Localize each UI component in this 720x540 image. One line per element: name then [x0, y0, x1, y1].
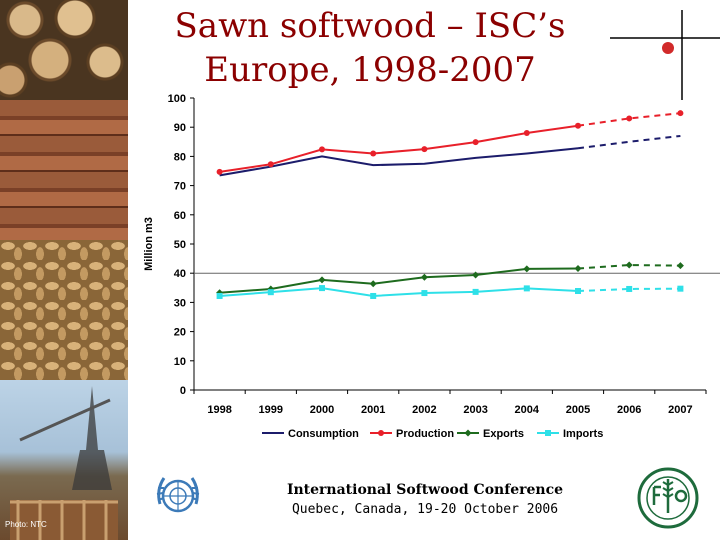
y-tick-label: 100 — [168, 93, 186, 105]
fao-emblem-icon — [635, 465, 701, 536]
y-tick-label: 70 — [174, 181, 186, 193]
y-tick-label: 60 — [174, 210, 186, 222]
y-tick-label: 90 — [174, 122, 186, 134]
data-point — [545, 430, 551, 436]
data-point — [677, 110, 684, 117]
data-point — [472, 271, 480, 279]
series-line — [219, 124, 579, 173]
y-tick-label: 80 — [174, 151, 186, 163]
data-point — [421, 146, 428, 153]
conference-location: Quebec, Canada, 19-20 October 2006 — [291, 502, 559, 517]
data-point — [267, 161, 274, 168]
log-pile-photo — [0, 0, 128, 100]
data-point — [575, 288, 581, 295]
data-point — [319, 146, 325, 153]
eiffel-tower-icon — [10, 386, 118, 540]
data-point — [421, 290, 428, 297]
wood-pellets-photo — [0, 240, 128, 380]
data-point — [267, 289, 274, 296]
legend-label: Production — [396, 428, 454, 440]
y-tick-label: 0 — [180, 385, 186, 397]
data-point — [370, 150, 377, 157]
data-point — [625, 261, 633, 269]
x-tick-label: 2004 — [515, 404, 540, 416]
un-emblem-icon — [150, 470, 206, 529]
y-tick-label: 30 — [174, 297, 186, 309]
data-point — [523, 130, 530, 137]
data-point — [676, 262, 684, 270]
y-tick-label: 20 — [174, 327, 186, 339]
data-point — [420, 273, 428, 281]
series-line — [219, 267, 579, 294]
data-point — [369, 280, 377, 288]
data-point — [216, 292, 223, 299]
data-point — [464, 429, 472, 437]
series-line — [219, 287, 579, 297]
x-tick-label: 2006 — [617, 404, 641, 416]
slide-title: Sawn softwood – ISC’s Europe, 1998-2007 — [174, 6, 566, 90]
legend-label: Imports — [563, 428, 603, 440]
x-tick-label: 2003 — [463, 404, 487, 416]
y-tick-label: 10 — [174, 356, 186, 368]
sawn-timber-photo — [0, 100, 128, 240]
x-tick-label: 2007 — [668, 404, 692, 416]
x-tick-label: 2002 — [412, 404, 436, 416]
series-line — [219, 147, 579, 177]
data-point — [677, 285, 684, 292]
data-point — [318, 276, 326, 284]
line-chart: 0 10 20 30 40 50 60 70 80 90 100 1998 1999 2000 2001 20… — [143, 93, 720, 440]
data-point — [574, 265, 582, 273]
x-tick-label: 2005 — [566, 404, 590, 416]
x-tick-label: 2000 — [310, 404, 334, 416]
x-tick-label: 1998 — [207, 404, 231, 416]
conference-title: International Softwood Conference — [286, 482, 564, 498]
photo-credit: Photo: NTC — [5, 520, 47, 529]
x-tick-label: 2001 — [361, 404, 385, 416]
data-point — [472, 288, 479, 295]
data-point — [216, 168, 223, 175]
data-point — [370, 292, 377, 299]
data-point — [523, 285, 530, 292]
photo-strip: Photo: NTC — [0, 0, 128, 540]
y-tick-label: 50 — [174, 239, 186, 251]
legend-label: Consumption — [288, 428, 359, 440]
data-point — [378, 430, 384, 436]
data-point — [575, 122, 581, 129]
legend-label: Exports — [483, 428, 524, 440]
data-point — [626, 115, 633, 122]
data-point — [626, 285, 633, 292]
y-axis-title: Million m3 — [143, 217, 155, 271]
x-tick-label: 1999 — [259, 404, 283, 416]
data-point — [472, 139, 479, 146]
y-tick-label: 40 — [174, 268, 186, 280]
series-line-projected — [577, 134, 681, 150]
data-point — [523, 265, 531, 273]
corner-decoration — [610, 10, 720, 100]
data-point — [319, 285, 325, 292]
